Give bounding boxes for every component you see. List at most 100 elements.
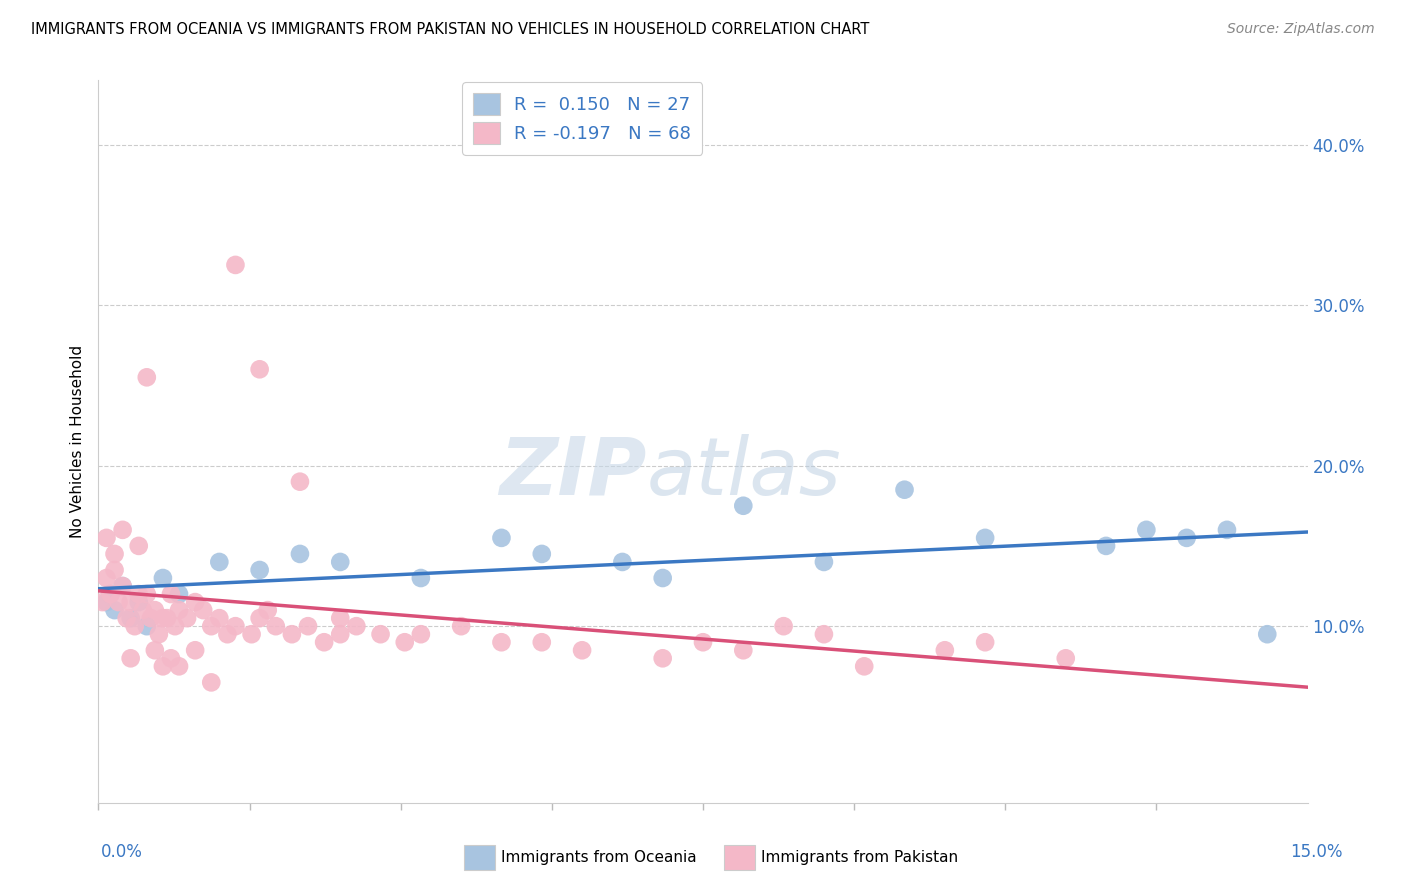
Point [394, 635, 416, 649]
Point [167, 659, 190, 673]
Point [143, 603, 166, 617]
Point [135, 619, 157, 633]
Point [128, 587, 150, 601]
Point [96, 571, 118, 585]
Point [100, 587, 122, 601]
Point [224, 258, 246, 272]
Point [91, 595, 114, 609]
Point [612, 555, 634, 569]
Point [733, 643, 755, 657]
Point [264, 619, 287, 633]
Point [132, 603, 155, 617]
Point [974, 635, 997, 649]
Point [370, 627, 392, 641]
Text: 0.0%: 0.0% [101, 843, 143, 861]
Point [135, 587, 157, 601]
Point [491, 635, 513, 649]
Point [200, 619, 222, 633]
Point [103, 547, 125, 561]
Point [281, 627, 304, 641]
Text: ZIP: ZIP [499, 434, 647, 512]
Point [934, 643, 956, 657]
Legend: R =  0.150   N = 27, R = -0.197   N = 68: R = 0.150 N = 27, R = -0.197 N = 68 [463, 82, 702, 155]
Point [249, 362, 271, 376]
Point [772, 619, 794, 633]
Point [148, 627, 170, 641]
Point [152, 611, 174, 625]
Point [152, 659, 174, 673]
Point [193, 603, 215, 617]
Point [249, 611, 271, 625]
Text: Source: ZipAtlas.com: Source: ZipAtlas.com [1227, 22, 1375, 37]
Point [893, 483, 915, 497]
Y-axis label: No Vehicles in Household: No Vehicles in Household [69, 345, 84, 538]
Point [288, 475, 311, 489]
Point [160, 587, 183, 601]
Point [314, 635, 336, 649]
Point [152, 571, 174, 585]
Point [139, 611, 162, 625]
Point [208, 611, 231, 625]
Text: Immigrants from Oceania: Immigrants from Oceania [501, 850, 696, 864]
Text: Immigrants from Pakistan: Immigrants from Pakistan [761, 850, 957, 864]
Point [249, 563, 271, 577]
Point [733, 499, 755, 513]
Point [1135, 523, 1157, 537]
Point [530, 635, 553, 649]
Point [208, 555, 231, 569]
Point [288, 547, 311, 561]
Point [329, 627, 352, 641]
Point [1095, 539, 1118, 553]
Point [651, 651, 673, 665]
Point [167, 587, 190, 601]
Point [329, 611, 352, 625]
Point [344, 619, 367, 633]
Point [128, 539, 150, 553]
Point [143, 643, 166, 657]
Point [128, 595, 150, 609]
Point [491, 531, 513, 545]
Point [103, 563, 125, 577]
Point [184, 595, 207, 609]
Point [217, 627, 239, 641]
Point [96, 531, 118, 545]
Text: IMMIGRANTS FROM OCEANIA VS IMMIGRANTS FROM PAKISTAN NO VEHICLES IN HOUSEHOLD COR: IMMIGRANTS FROM OCEANIA VS IMMIGRANTS FR… [31, 22, 869, 37]
Point [200, 675, 222, 690]
Point [111, 579, 134, 593]
Point [409, 571, 432, 585]
Point [1256, 627, 1278, 641]
Point [450, 619, 472, 633]
Point [120, 651, 142, 665]
Point [124, 619, 146, 633]
Point [156, 611, 179, 625]
Point [176, 611, 198, 625]
Point [107, 595, 129, 609]
Point [224, 619, 246, 633]
Point [111, 579, 134, 593]
Point [115, 611, 138, 625]
Point [96, 595, 118, 609]
Point [1216, 523, 1239, 537]
Point [297, 619, 319, 633]
Point [184, 643, 207, 657]
Point [120, 595, 142, 609]
Point [103, 603, 125, 617]
Point [1175, 531, 1198, 545]
Point [571, 643, 593, 657]
Point [111, 523, 134, 537]
Point [651, 571, 673, 585]
Point [329, 555, 352, 569]
Point [240, 627, 263, 641]
Point [1054, 651, 1077, 665]
Point [530, 547, 553, 561]
Point [135, 370, 157, 384]
Point [813, 555, 835, 569]
Point [163, 619, 186, 633]
Point [256, 603, 278, 617]
Point [120, 611, 142, 625]
Text: 15.0%: 15.0% [1291, 843, 1343, 861]
Point [409, 627, 432, 641]
Point [853, 659, 876, 673]
Point [160, 651, 183, 665]
Text: atlas: atlas [647, 434, 842, 512]
